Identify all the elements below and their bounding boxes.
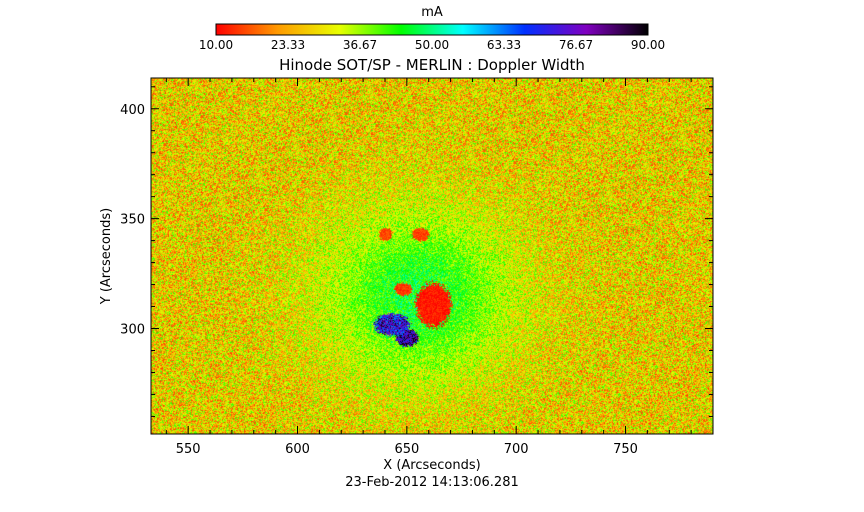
chart-title: Hinode SOT/SP - MERLIN : Doppler Width [279, 56, 585, 74]
colorbar-tick-label: 50.00 [415, 38, 449, 52]
x-tick-label: 650 [394, 442, 419, 457]
colorbar-tick-label: 23.33 [271, 38, 305, 52]
colorbar-label: mA [421, 5, 443, 20]
y-axis-label: Y (Arcseconds) [99, 208, 114, 305]
x-tick-label: 700 [504, 442, 529, 457]
colorbar-tick-label: 63.33 [487, 38, 521, 52]
x-tick-label: 600 [285, 442, 310, 457]
x-axis-label: X (Arcseconds) [383, 458, 480, 473]
colorbar-ticks: 10.00 23.33 36.67 50.00 63.33 76.67 90.00 [199, 38, 665, 52]
x-tick-label: 550 [176, 442, 201, 457]
heatmap-image [151, 78, 713, 434]
timestamp: 23-Feb-2012 14:13:06.281 [345, 475, 519, 490]
colorbar [215, 23, 649, 36]
colorbar-tick-label: 10.00 [199, 38, 233, 52]
y-tick-label: 350 [120, 213, 145, 228]
x-axis-ticks: 550 600 650 700 750 [165, 78, 714, 457]
x-tick-label: 750 [613, 442, 638, 457]
colorbar-tick-label: 76.67 [559, 38, 593, 52]
y-tick-label: 300 [120, 323, 145, 338]
y-tick-label: 400 [120, 103, 145, 118]
colorbar-tick-label: 90.00 [631, 38, 665, 52]
y-axis-ticks: 300 350 400 [120, 86, 713, 417]
plot-frame [150, 77, 714, 435]
colorbar-tick-label: 36.67 [343, 38, 377, 52]
